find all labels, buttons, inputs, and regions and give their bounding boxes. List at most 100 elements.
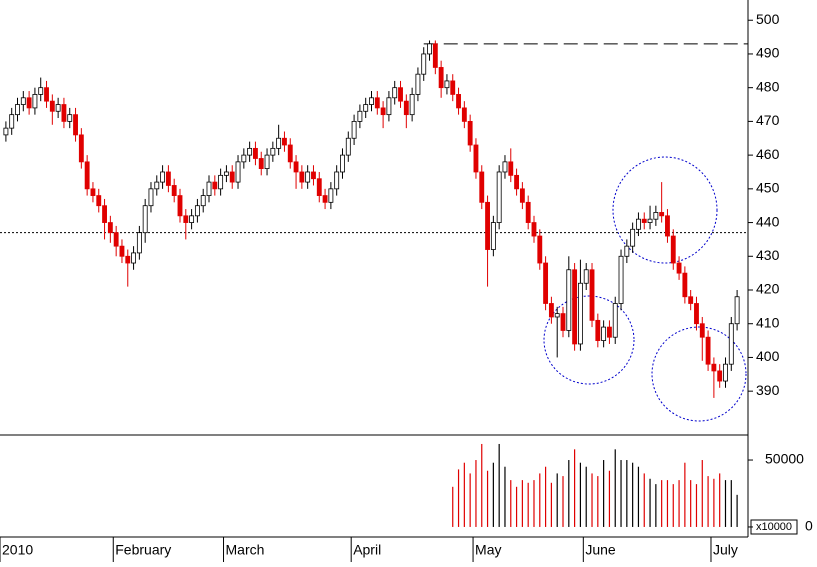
candle-body bbox=[282, 137, 287, 146]
candle-body bbox=[711, 363, 717, 372]
candle-body bbox=[554, 313, 560, 318]
candle-body bbox=[258, 158, 264, 170]
candle-body bbox=[694, 303, 699, 325]
y-tick-label: 490 bbox=[756, 45, 780, 61]
candle-body bbox=[113, 232, 119, 247]
candle-body bbox=[543, 262, 549, 304]
volume-tick-label: 50000 bbox=[765, 451, 804, 467]
candle-body bbox=[299, 171, 305, 183]
candle-body bbox=[357, 110, 363, 122]
candle-body bbox=[467, 120, 473, 146]
candle-body bbox=[647, 218, 653, 223]
x-tick-label: June bbox=[585, 542, 616, 558]
candle-body bbox=[392, 87, 398, 99]
candle-body bbox=[241, 154, 247, 163]
candle-body bbox=[189, 215, 195, 223]
candle-body bbox=[160, 171, 166, 183]
candle-body bbox=[119, 245, 125, 257]
candle-body bbox=[44, 87, 49, 102]
candle-body bbox=[293, 161, 299, 173]
y-tick-label: 410 bbox=[756, 314, 780, 330]
candle-body bbox=[38, 87, 44, 95]
candle-body bbox=[73, 114, 78, 136]
candle-body bbox=[496, 171, 502, 223]
candle-body bbox=[386, 97, 392, 116]
candle-body bbox=[131, 252, 137, 264]
candle-body bbox=[636, 218, 641, 230]
candle-body bbox=[235, 161, 241, 183]
candle-body bbox=[560, 313, 566, 331]
candle-body bbox=[212, 181, 218, 190]
candle-body bbox=[142, 205, 148, 234]
y-tick-label: 470 bbox=[756, 112, 780, 128]
candle-body bbox=[699, 323, 705, 338]
candle-body bbox=[67, 114, 73, 122]
annotation-circle bbox=[543, 295, 635, 385]
candle-body bbox=[32, 94, 38, 109]
candle-body bbox=[612, 303, 618, 338]
candle-body bbox=[514, 174, 520, 190]
candle-body bbox=[444, 80, 450, 89]
y-tick-label: 460 bbox=[756, 146, 780, 162]
candle-body bbox=[136, 232, 142, 254]
candle-body bbox=[374, 97, 380, 109]
y-tick-label: 480 bbox=[756, 78, 780, 94]
candle-body bbox=[369, 97, 374, 105]
candle-body bbox=[171, 185, 177, 196]
candle-body bbox=[624, 245, 630, 257]
candle-body bbox=[479, 171, 485, 203]
candle-body bbox=[473, 144, 479, 173]
candle-body bbox=[641, 218, 647, 223]
candle-body bbox=[519, 188, 525, 203]
candle-body bbox=[78, 134, 84, 163]
candle-body bbox=[183, 215, 189, 223]
candle-body bbox=[380, 107, 386, 116]
candle-body bbox=[630, 228, 636, 247]
volume-unit-label: x10000 bbox=[756, 521, 792, 533]
candle-body bbox=[90, 188, 96, 196]
candle-body bbox=[9, 114, 15, 129]
candle-body bbox=[264, 154, 270, 170]
candle-body bbox=[345, 137, 351, 156]
candle-body bbox=[20, 97, 26, 105]
y-tick-label: 450 bbox=[756, 180, 780, 196]
candle-body bbox=[583, 269, 589, 284]
candle-body bbox=[409, 94, 415, 116]
candle-body bbox=[723, 363, 728, 382]
candle-body bbox=[717, 370, 723, 382]
candle-body bbox=[665, 215, 670, 237]
candle-body bbox=[247, 147, 253, 156]
candle-body bbox=[432, 43, 438, 68]
candle-body bbox=[531, 222, 537, 237]
candle-body bbox=[102, 205, 107, 223]
y-tick-label: 420 bbox=[756, 281, 780, 297]
candle-body bbox=[96, 195, 102, 207]
candle-body bbox=[572, 269, 578, 345]
candle-body bbox=[682, 272, 688, 298]
candle-body bbox=[670, 235, 676, 264]
x-tick-label: May bbox=[475, 542, 501, 558]
candle-body bbox=[3, 127, 9, 136]
candle-body bbox=[548, 303, 554, 318]
candle-body bbox=[61, 104, 67, 122]
y-tick-label: 500 bbox=[756, 11, 780, 27]
candle-body bbox=[705, 336, 711, 365]
candle-body bbox=[165, 171, 171, 186]
candle-body bbox=[601, 326, 607, 341]
candle-body bbox=[253, 147, 258, 159]
candle-body bbox=[427, 43, 432, 55]
candle-body bbox=[206, 181, 212, 196]
candle-body bbox=[270, 147, 276, 156]
annotation-circle bbox=[612, 156, 718, 264]
candle-body bbox=[659, 212, 665, 217]
candle-body bbox=[229, 171, 235, 183]
volume-tick-label: 0 bbox=[805, 518, 813, 534]
y-tick-label: 400 bbox=[756, 348, 780, 364]
candle-body bbox=[316, 178, 322, 196]
x-tick-label: February bbox=[115, 542, 171, 558]
candle-body bbox=[15, 104, 20, 116]
candle-body bbox=[287, 144, 293, 163]
candle-body bbox=[177, 195, 183, 217]
candle-body bbox=[154, 181, 160, 190]
